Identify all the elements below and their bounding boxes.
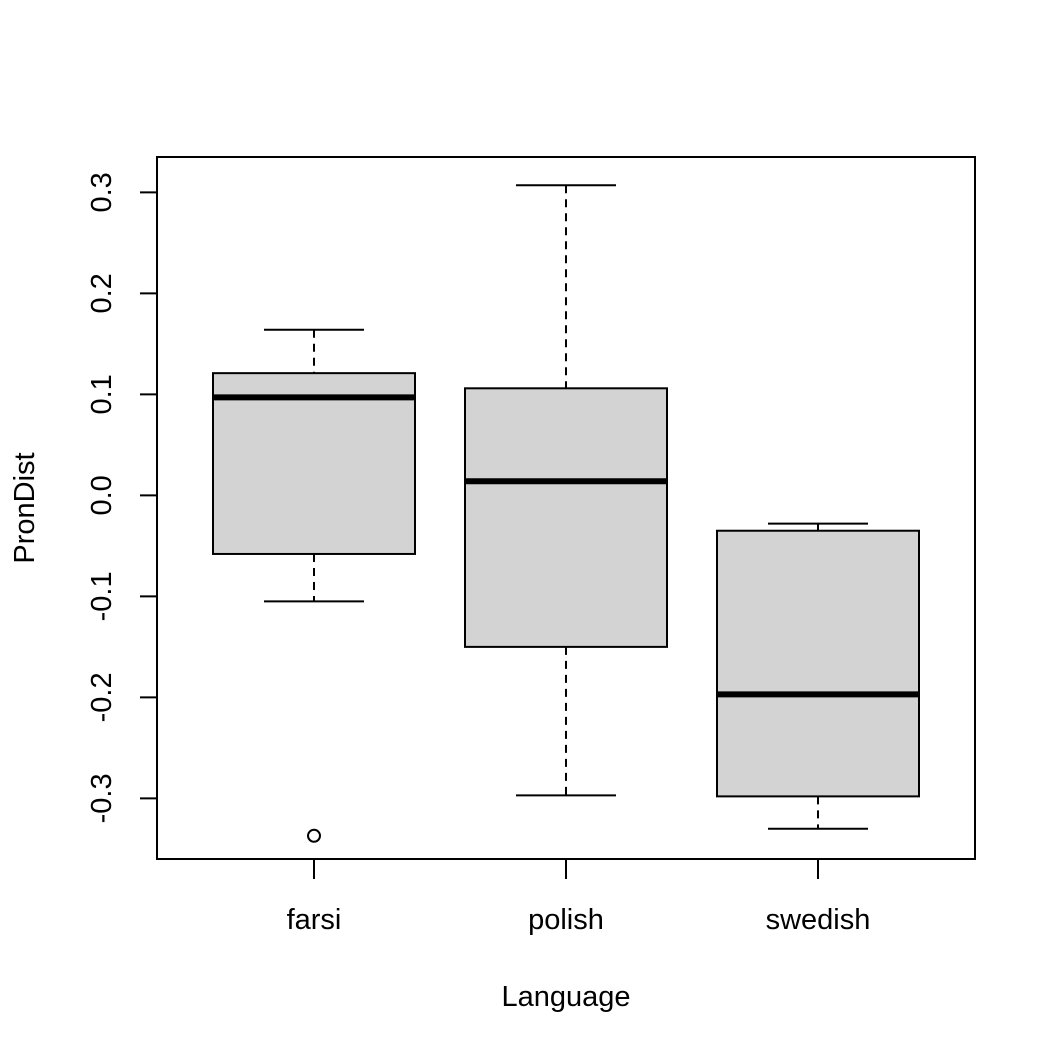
y-tick-label: 0.1	[86, 374, 118, 414]
iqr-box	[464, 387, 668, 648]
y-tick-label: -0.2	[86, 672, 118, 722]
y-tick-label: 0.2	[86, 273, 118, 313]
y-axis: -0.3 -0.2 -0.1 0.0 0.1 0.2 0.3	[86, 172, 158, 823]
y-tick-label: -0.1	[86, 571, 118, 621]
box-swedish	[716, 522, 920, 830]
outlier-point	[307, 828, 321, 843]
y-tick-label: -0.3	[86, 773, 118, 823]
y-tick-label: 0.0	[86, 475, 118, 515]
y-axis-label: PronDist	[9, 452, 41, 563]
x-tick-label: farsi	[287, 904, 342, 936]
x-axis: farsi polish swedish	[287, 858, 871, 936]
iqr-box	[212, 372, 416, 555]
box-farsi	[212, 328, 416, 843]
x-tick-label: swedish	[766, 904, 871, 936]
x-tick-label: polish	[528, 904, 604, 936]
x-axis-label: Language	[501, 981, 630, 1013]
boxes-layer	[212, 184, 920, 843]
box-polish	[464, 184, 668, 797]
y-tick-label: 0.3	[86, 172, 118, 212]
iqr-box	[716, 529, 920, 798]
